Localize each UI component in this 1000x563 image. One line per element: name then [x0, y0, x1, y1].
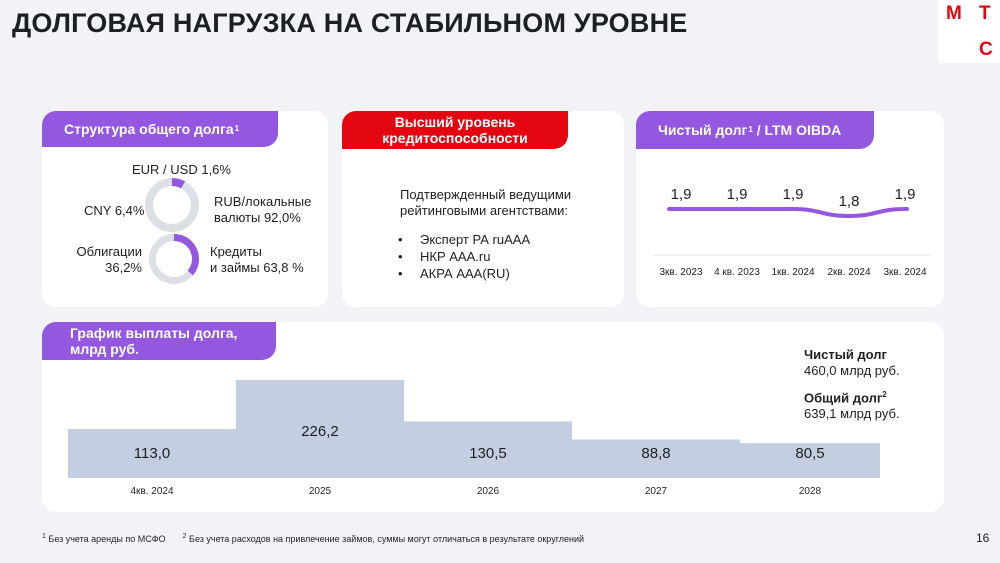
rating-akra: АКРА AAA(RU)	[398, 265, 530, 282]
leverage-value-label: 1,9	[727, 186, 748, 203]
label-bonds-1: Облигации	[76, 244, 142, 259]
footnotes: 1 Без учета аренды по МСФО 2 Без учета р…	[42, 533, 584, 544]
leverage-title: Чистый долг	[658, 122, 748, 138]
leverage-value-label: 1,9	[671, 186, 692, 203]
repayment-bar-chart: 113,0 4кв. 2024 226,2 2025 130,5 2026 88,8 2027…	[68, 380, 880, 497]
repayment-bar	[68, 429, 236, 478]
net-debt-value: 460,0 млрд руб.	[804, 363, 900, 378]
repayment-bar	[236, 380, 404, 478]
ratings-header: Высший уровень кредитоспособности	[342, 111, 568, 149]
net-debt-label: Чистый долг	[804, 347, 887, 362]
debt-info: Чистый долг 460,0 млрд руб. Общий долг2 …	[804, 347, 900, 422]
currency-donut	[145, 178, 199, 232]
repayment-header: График выплаты долга, млрд руб.	[42, 322, 276, 360]
footnote-2: Без учета расходов на привлечение займов…	[186, 534, 585, 544]
ratings-header-line1: Высший уровень	[394, 114, 516, 130]
repayment-category-label: 4кв. 2024	[130, 486, 173, 497]
label-rub-1: RUB/локальные	[214, 194, 312, 209]
leverage-line-chart: 1,9 3кв. 2023 1,9 4 кв. 2023 1,9 1кв. 2024 1,8…	[654, 186, 931, 278]
leverage-value-label: 1,8	[839, 193, 860, 210]
leverage-card: Чистый долг 1 / LTM OIBDA 1,9 3кв. 2023 1,9…	[636, 111, 944, 307]
repayment-category-label: 2028	[799, 486, 822, 497]
instruments-donut-segment	[149, 234, 199, 284]
repayment-value-label: 88,8	[641, 445, 670, 462]
leverage-category-label: 2кв. 2024	[827, 267, 870, 278]
leverage-category-label: 1кв. 2024	[771, 267, 814, 278]
currency-donut-track	[145, 178, 199, 232]
label-cny: CNY 6,4%	[84, 203, 145, 218]
page-number: 16	[976, 531, 990, 545]
label-loans-1: Кредиты	[210, 244, 262, 259]
leverage-title-sup: 1	[748, 125, 753, 134]
leverage-value-label: 1,9	[783, 186, 804, 203]
debt-structure-title-sup: 1	[234, 124, 240, 133]
rating-nkr: НКР AAA.ru	[398, 248, 530, 265]
footnote-2-sup: 2	[182, 533, 187, 540]
repayment-category-label: 2027	[645, 486, 668, 497]
debt-structure-header: Структура общего долга 1	[42, 111, 278, 147]
debt-structure-title: Структура общего долга	[64, 121, 234, 137]
repayment-bar	[404, 421, 572, 478]
repayment-value-label: 80,5	[795, 445, 824, 462]
debt-structure-card: Структура общего долга 1 EUR / USD 1,6% C…	[42, 111, 328, 307]
repayment-category-label: 2025	[309, 486, 332, 497]
mts-logo: М Т С	[937, 0, 1000, 63]
label-eur-usd: EUR / USD 1,6%	[132, 162, 231, 177]
leverage-category-label: 4 кв. 2023	[714, 267, 760, 278]
ratings-list: Эксперт РА ruAAA НКР AAA.ru АКРА AAA(RU)	[398, 231, 530, 282]
repayment-header-line2: млрд руб.	[70, 341, 139, 357]
label-loans-2: и займы 63,8 %	[210, 260, 304, 275]
repayment-value-label: 130,5	[469, 445, 507, 462]
ratings-intro: Подтвержденный ведущими рейтинговыми аге…	[400, 187, 571, 219]
total-debt-sup: 2	[882, 390, 887, 399]
logo-letter-m: М	[946, 3, 962, 24]
label-bonds-2: 36,2%	[105, 260, 142, 275]
logo-letter-t: Т	[979, 3, 991, 24]
repayment-card: График выплаты долга, млрд руб. 113,0 4кв…	[42, 322, 944, 512]
repayment-value-label: 226,2	[301, 423, 339, 440]
repayment-header-line1: График выплаты долга,	[70, 325, 238, 341]
ratings-intro-line2: рейтинговыми агентствами:	[400, 203, 569, 218]
currency-donut-segment	[145, 178, 199, 232]
ratings-header-line2: кредитоспособности	[382, 130, 528, 146]
repayment-bar	[740, 443, 880, 478]
page-title: ДОЛГОВАЯ НАГРУЗКА НА СТАБИЛЬНОМ УРОВНЕ	[12, 8, 688, 38]
instruments-donut	[149, 234, 199, 284]
footnote-1: Без учета аренды по МСФО	[45, 534, 166, 544]
leverage-title-rest: / LTM OIBDA	[752, 122, 842, 138]
leverage-category-label: 3кв. 2024	[883, 267, 926, 278]
total-debt-label: Общий долг2	[804, 390, 887, 406]
total-debt-value: 639,1 млрд руб.	[804, 406, 900, 422]
logo-letter-s: С	[979, 39, 993, 60]
repayment-category-label: 2026	[477, 486, 500, 497]
repayment-bar	[572, 439, 740, 478]
rating-expert-ra: Эксперт РА ruAAA	[398, 231, 530, 248]
footnote-1-sup: 1	[42, 533, 46, 540]
leverage-header: Чистый долг 1 / LTM OIBDA	[636, 111, 874, 149]
leverage-category-label: 3кв. 2023	[659, 267, 702, 278]
label-rub-2: валюты 92,0%	[214, 210, 301, 225]
leverage-line	[667, 207, 909, 219]
ratings-card: Высший уровень кредитоспособности Подтве…	[342, 111, 624, 307]
ratings-intro-line1: Подтвержденный ведущими	[400, 187, 572, 202]
repayment-value-label: 113,0	[134, 445, 170, 462]
leverage-value-label: 1,9	[895, 186, 916, 203]
